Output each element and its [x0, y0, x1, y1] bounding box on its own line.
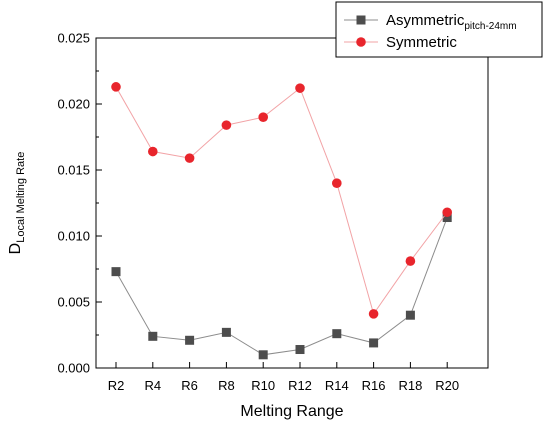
x-axis-title: Melting Range	[240, 403, 343, 420]
x-tick-label: R12	[288, 378, 312, 393]
data-point-series-0	[221, 327, 231, 337]
x-tick-label: R6	[181, 378, 198, 393]
x-tick-label: R8	[218, 378, 235, 393]
y-tick-label: 0.025	[57, 31, 90, 46]
legend: Asymmetricpitch-24mm Symmetric	[335, 1, 543, 58]
legend-label-asymmetric-sub: pitch-24mm	[464, 21, 516, 32]
data-point-series-0	[111, 267, 121, 277]
data-point-series-0	[332, 329, 342, 339]
y-axis: 0.000 0.005 0.010 0.015 0.020 0.025	[57, 31, 102, 376]
data-point-series-0	[295, 345, 305, 355]
data-point-series-1	[148, 146, 158, 157]
x-tick-label: R2	[108, 378, 125, 393]
y-axis-title-sub: Local Melting Rate	[15, 152, 27, 243]
y-tick-label: 0.020	[57, 97, 90, 112]
data-point-series-1	[332, 178, 342, 188]
legend-label-asymmetric: Asymmetricpitch-24mm	[386, 12, 517, 32]
x-tick-label: R10	[251, 378, 275, 393]
data-point-series-1	[405, 256, 416, 266]
x-tick-label: R4	[144, 378, 161, 393]
legend-box	[335, 1, 543, 58]
y-tick-label: 0.015	[57, 163, 90, 178]
data-point-series-0	[148, 331, 158, 341]
data-point-series-0	[442, 213, 452, 223]
x-tick-label: R20	[435, 378, 459, 393]
series-line-1	[115, 86, 448, 316]
y-tick-label: 0.000	[57, 361, 90, 376]
x-tick-label: R16	[362, 378, 386, 393]
data-point-series-1	[221, 120, 232, 130]
data-point-series-1	[258, 112, 269, 122]
data-point-series-1	[111, 82, 121, 92]
y-tick-label: 0.005	[57, 295, 90, 310]
y-tick-label: 0.010	[57, 229, 90, 244]
data-point-series-1	[442, 207, 453, 218]
y-axis-title: DLocal Melting Rate	[7, 152, 27, 255]
data-point-series-0	[185, 335, 195, 345]
legend-marker-symmetric	[356, 37, 366, 47]
data-point-series-1	[368, 309, 379, 319]
data-point-series-0	[258, 350, 268, 360]
data-point-series-1	[295, 83, 305, 93]
data-point-series-0	[405, 310, 415, 320]
legend-label-asymmetric-main: Asymmetric	[386, 12, 465, 29]
legend-label-symmetric: Symmetric	[386, 34, 457, 51]
plot-frame	[95, 37, 489, 369]
legend-marker-asymmetric	[356, 15, 366, 25]
data-point-series-1	[184, 153, 195, 163]
series-layer	[111, 82, 453, 360]
data-point-series-0	[369, 338, 379, 348]
x-axis: R2 R4 R6 R8 R10 R12 R14 R16 R18 R20	[108, 362, 459, 393]
x-tick-label: R18	[398, 378, 422, 393]
series-line-0	[115, 217, 448, 356]
y-axis-title-main: D	[7, 243, 24, 255]
x-tick-label: R14	[325, 378, 349, 393]
